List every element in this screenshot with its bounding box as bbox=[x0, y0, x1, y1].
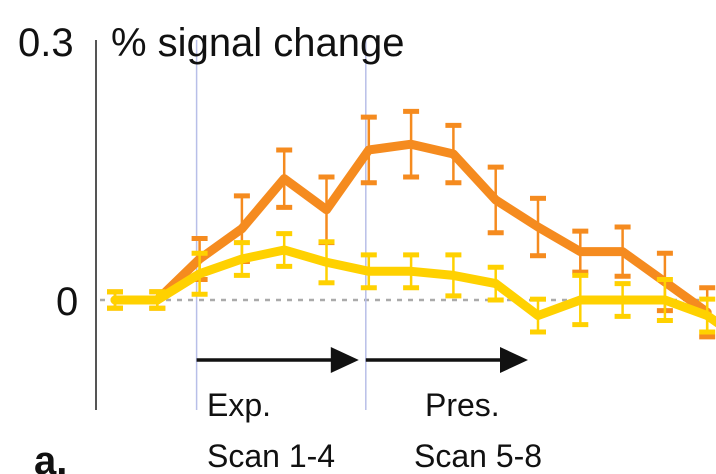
data-point bbox=[450, 151, 457, 158]
data-point bbox=[196, 270, 203, 277]
data-point bbox=[365, 146, 372, 153]
y-tick-label-zero: 0 bbox=[56, 280, 78, 324]
phase-label-exp-top: Exp. bbox=[207, 387, 271, 423]
phase-arrow-head-0 bbox=[330, 347, 359, 373]
panel-label: a. bbox=[34, 439, 67, 474]
data-point bbox=[535, 224, 541, 231]
data-point bbox=[112, 297, 118, 303]
data-point bbox=[577, 248, 584, 255]
series-line bbox=[110, 245, 716, 328]
data-point bbox=[704, 312, 711, 319]
data-point bbox=[492, 280, 499, 287]
phase-label-exp-bottom: Scan 1-4 bbox=[207, 438, 335, 474]
data-point bbox=[323, 206, 330, 213]
data-point bbox=[238, 256, 245, 262]
phase-label-pres-bottom: Scan 5-8 bbox=[414, 438, 542, 474]
phase-arrows bbox=[196, 347, 528, 373]
labels: 0.3 % signal change 0 Exp. Scan 1-4 Pres… bbox=[18, 21, 542, 474]
data-point bbox=[535, 312, 541, 319]
data-point bbox=[408, 268, 415, 275]
data-point bbox=[365, 268, 372, 275]
y-axis-label: % signal change bbox=[111, 21, 405, 65]
data-point bbox=[661, 297, 668, 303]
data-point bbox=[450, 272, 457, 279]
data-point bbox=[281, 175, 288, 182]
data-point bbox=[619, 297, 626, 303]
y-tick-label-top: 0.3 bbox=[18, 21, 74, 65]
phase-label-pres-top: Pres. bbox=[425, 387, 500, 423]
series-1 bbox=[107, 231, 716, 335]
data-point bbox=[154, 297, 161, 303]
guides bbox=[95, 40, 716, 410]
phase-arrow-head-1 bbox=[500, 347, 528, 373]
data-point bbox=[492, 196, 499, 203]
data-point bbox=[619, 248, 626, 255]
series-layer bbox=[107, 108, 716, 340]
data-point bbox=[281, 246, 288, 253]
data-point bbox=[323, 259, 330, 266]
data-point bbox=[238, 225, 245, 232]
data-point bbox=[577, 297, 584, 303]
data-point bbox=[408, 141, 415, 148]
